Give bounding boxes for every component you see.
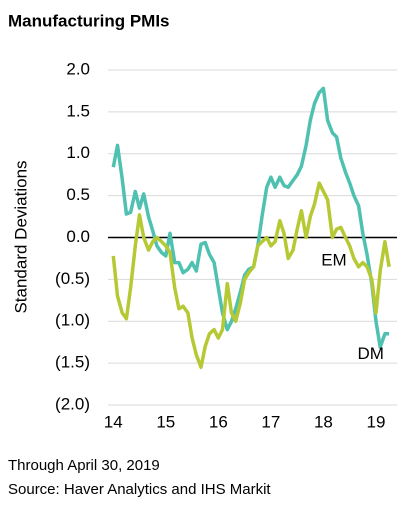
y-tick-label: (2.0) bbox=[55, 394, 90, 413]
line-series bbox=[111, 86, 390, 349]
x-tick-label: 15 bbox=[156, 412, 175, 431]
x-tick-label: 17 bbox=[261, 412, 280, 431]
annotation: DM bbox=[358, 344, 384, 363]
y-tick-label: 2.0 bbox=[66, 59, 90, 78]
y-tick-label: 0.0 bbox=[66, 227, 90, 246]
source: Source: Haver Analytics and IHS Markit bbox=[8, 481, 271, 498]
annotation: EM bbox=[321, 250, 347, 269]
x-tick-label: 18 bbox=[314, 412, 333, 431]
footnote: Through April 30, 2019 bbox=[8, 457, 160, 474]
y-axis-label: Standard Deviations bbox=[11, 160, 30, 313]
chart-title: Manufacturing PMIs bbox=[8, 11, 170, 30]
x-tick-label: 19 bbox=[367, 412, 386, 431]
x-tick-label: 14 bbox=[104, 412, 123, 431]
line-series bbox=[111, 181, 391, 370]
y-tick-label: 0.5 bbox=[66, 185, 90, 204]
y-tick-label: (0.5) bbox=[55, 269, 90, 288]
y-tick-label: 1.0 bbox=[66, 143, 90, 162]
y-tick-label: 1.5 bbox=[66, 101, 90, 120]
y-tick-label: (1.0) bbox=[55, 311, 90, 330]
y-tick-label: (1.5) bbox=[55, 353, 90, 372]
x-tick-label: 16 bbox=[209, 412, 228, 431]
